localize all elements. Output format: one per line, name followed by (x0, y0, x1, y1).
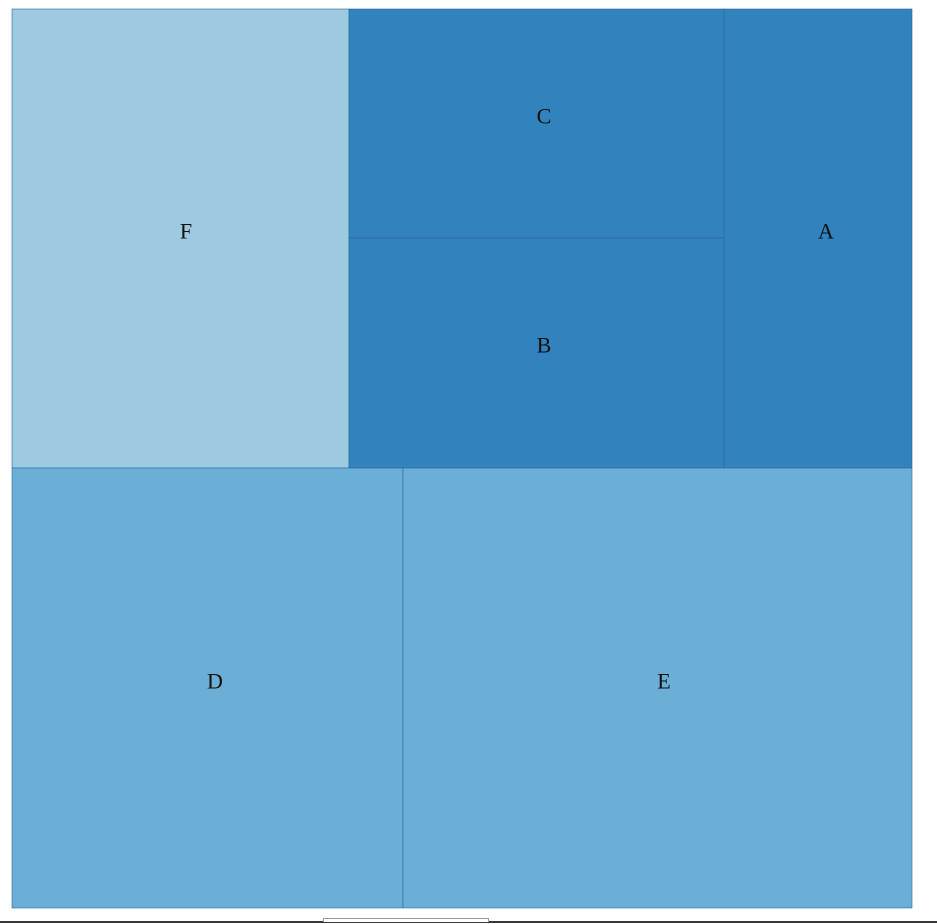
bottom-rule (0, 921, 937, 923)
treemap-label-d: D (207, 669, 223, 694)
treemap-label-f: F (180, 219, 192, 244)
bottom-tab (323, 918, 489, 922)
treemap-tile-e (402, 467, 913, 909)
treemap-label-c: C (537, 104, 552, 129)
treemap-label-e: E (657, 669, 670, 694)
treemap-tile-c (348, 8, 725, 239)
treemap-tile-a (723, 8, 913, 469)
treemap-tile-d (11, 467, 404, 909)
treemap-tile-f (11, 8, 350, 469)
treemap-label-b: B (537, 333, 552, 358)
treemap-tile-b (348, 237, 725, 469)
treemap-label-a: A (818, 219, 834, 244)
